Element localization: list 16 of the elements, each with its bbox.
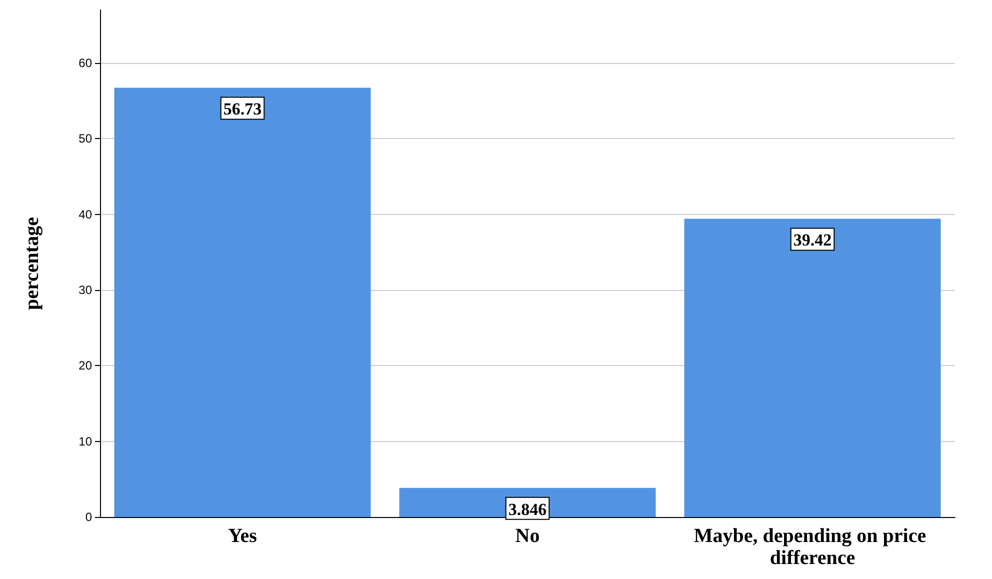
y-tick-label: 60	[78, 56, 92, 70]
data-label: 39.42	[793, 230, 832, 250]
y-tick-label: 50	[78, 132, 92, 146]
bar	[684, 218, 941, 517]
data-label: 3.846	[508, 500, 547, 519]
y-tick-label: 0	[85, 510, 92, 524]
bar	[114, 88, 371, 517]
x-tick-label: Maybe, depending on price difference	[694, 525, 932, 569]
x-tick-label: Yes	[228, 525, 258, 547]
y-tick-label: 10	[78, 434, 92, 448]
x-tick-label: No	[515, 525, 540, 547]
y-tick-label: 30	[78, 282, 92, 297]
y-tick-label: 20	[78, 358, 92, 373]
y-axis-title: percentage	[21, 216, 43, 310]
y-tick-label: 40	[78, 207, 92, 222]
data-label: 56.73	[223, 100, 262, 119]
